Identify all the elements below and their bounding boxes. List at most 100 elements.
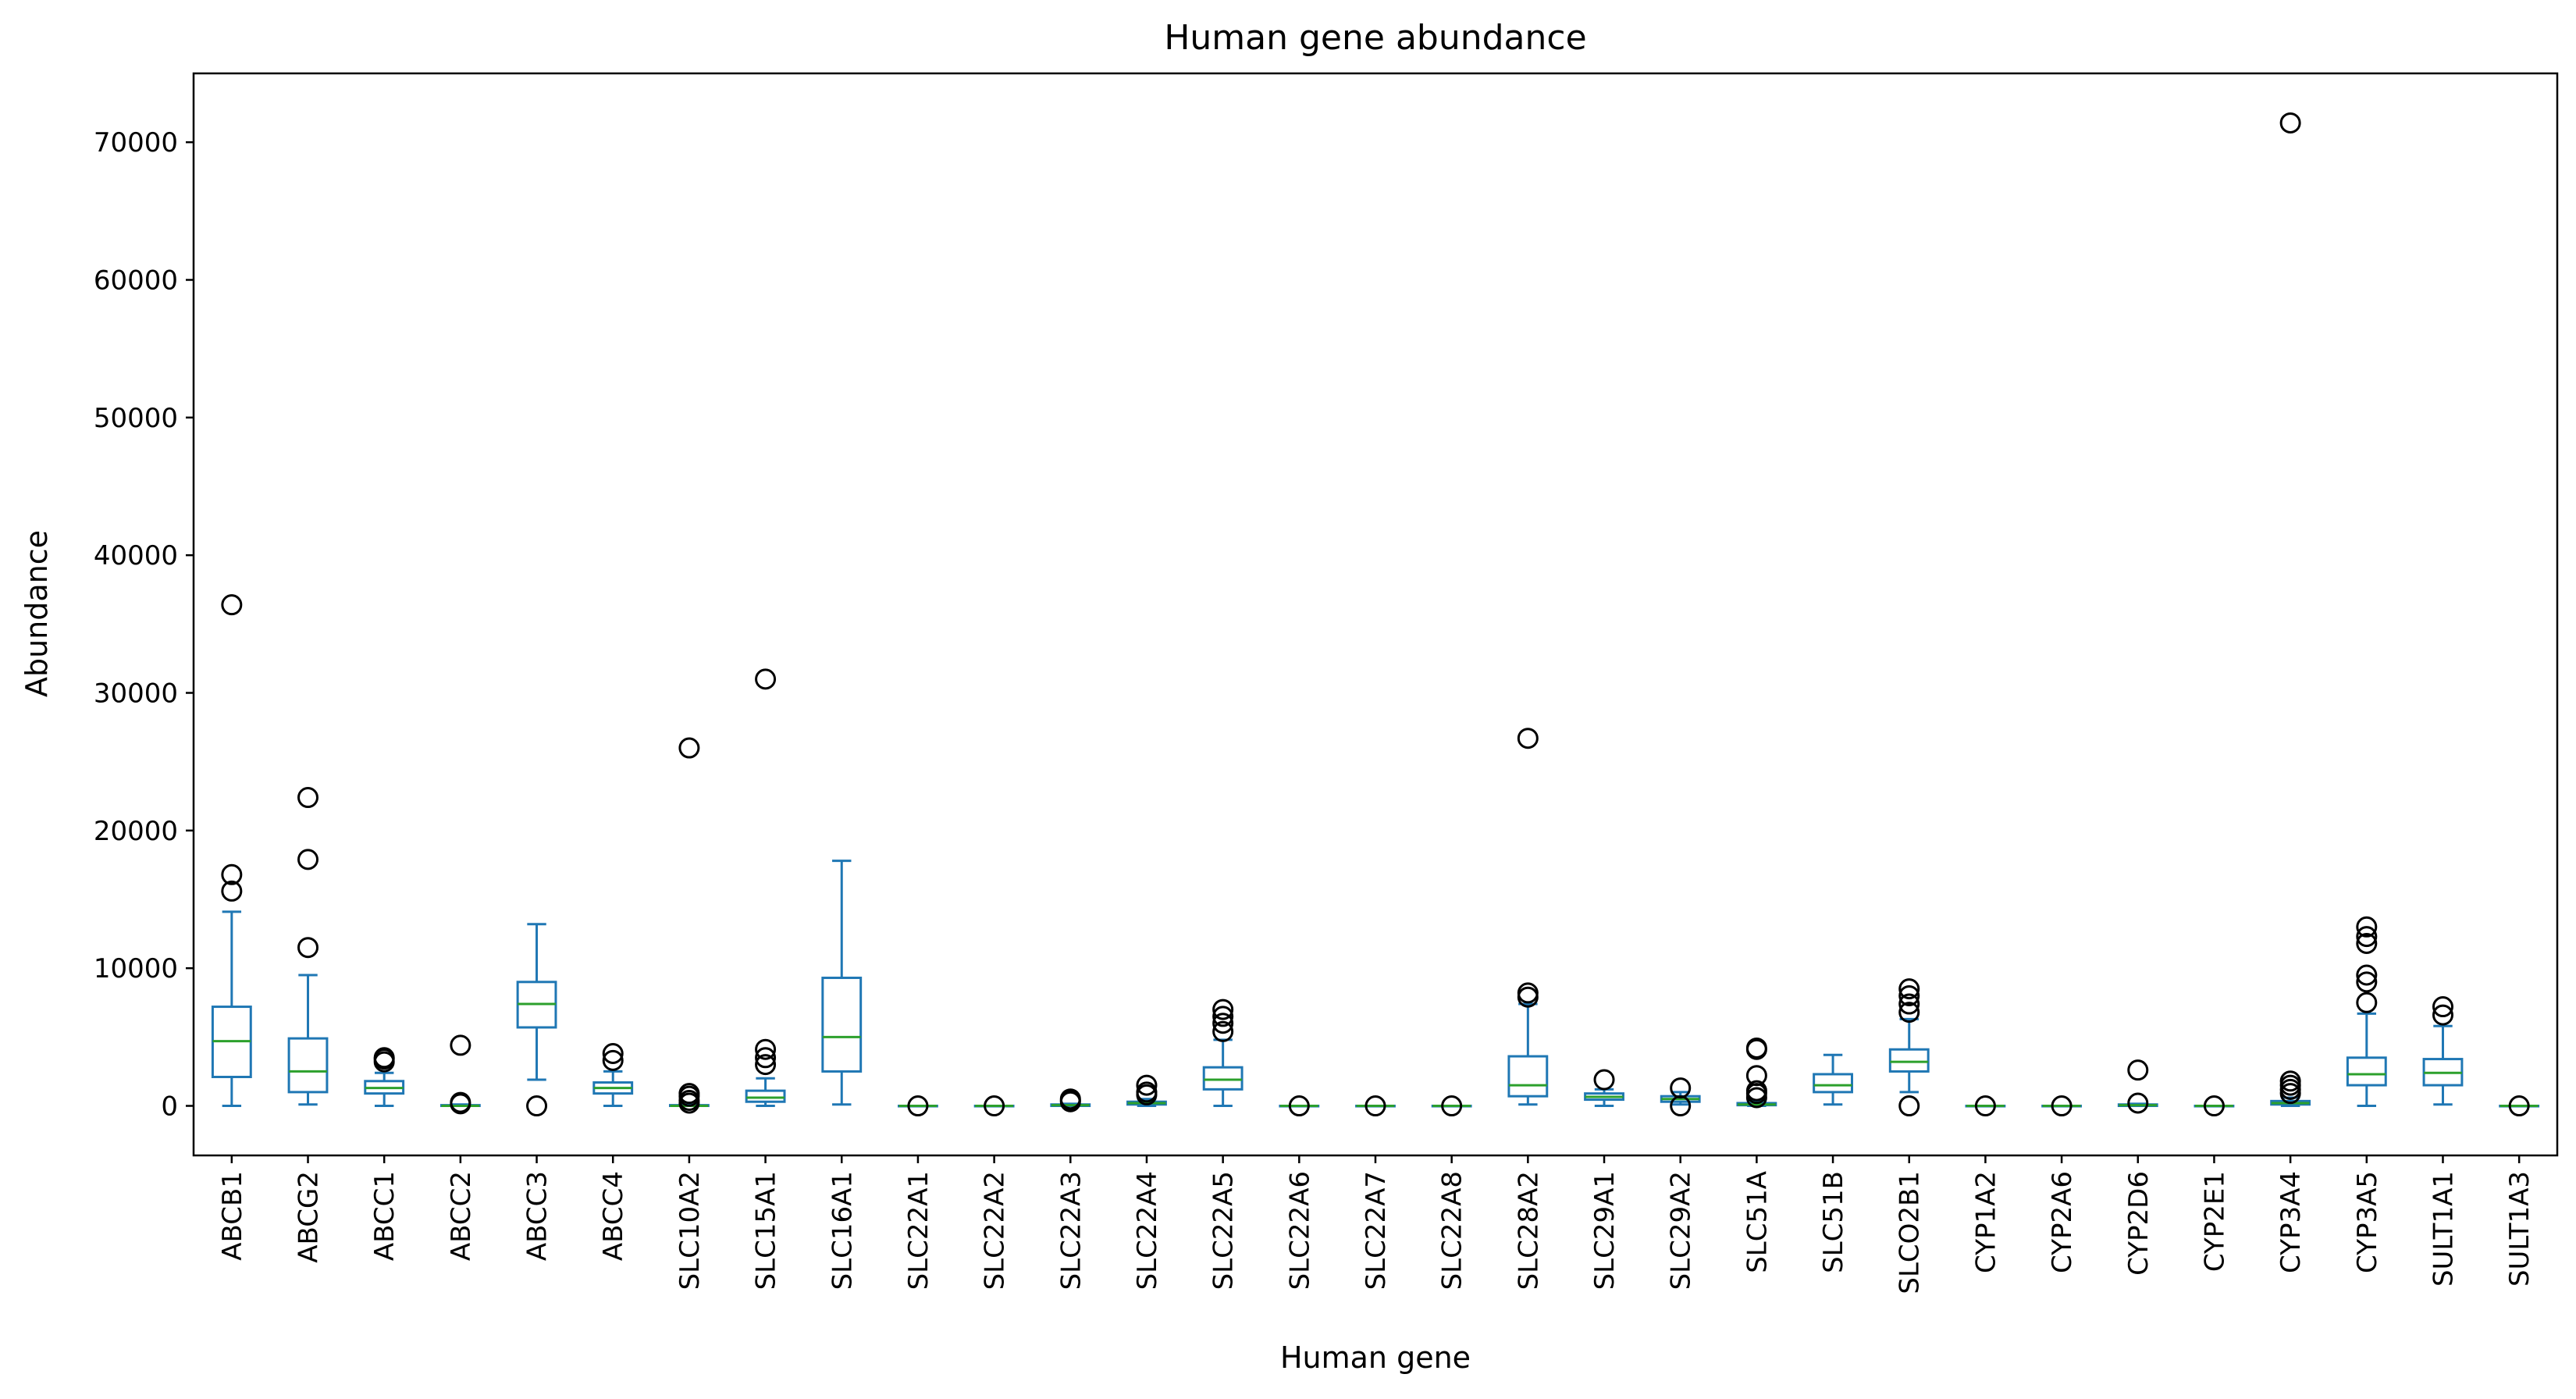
flier-point	[1212, 999, 1234, 1020]
flier-point	[526, 1095, 548, 1117]
box-iqr	[745, 1089, 786, 1103]
box-group-slc22a4	[1126, 1074, 1167, 1108]
box-group-abcg2	[287, 787, 329, 1106]
flier-point	[1745, 1065, 1767, 1087]
x-tick-label: ABCC3	[522, 1171, 553, 1261]
x-tick-label: SLC22A4	[1132, 1171, 1163, 1290]
flier-point	[2508, 1095, 2530, 1117]
box-group-sult1a3	[2499, 1095, 2540, 1117]
box-iqr	[821, 977, 863, 1073]
flier-point	[1898, 984, 1920, 1006]
box-group-abcb1	[211, 594, 252, 1108]
flier-point	[297, 787, 319, 809]
box-iqr	[1507, 1055, 1549, 1098]
flier-point	[2127, 1059, 2149, 1081]
flier-point	[1593, 1069, 1615, 1091]
flier-point	[755, 1047, 777, 1069]
box-group-cyp2d6	[2117, 1059, 2158, 1114]
flier-point	[1059, 1088, 1081, 1110]
flier-point	[1670, 1077, 1692, 1099]
x-tick-label: ABCC2	[446, 1171, 477, 1261]
box-iqr	[1202, 1066, 1244, 1091]
box-group-cyp2a6	[2041, 1095, 2083, 1117]
flier-point	[2051, 1095, 2073, 1117]
box-group-slc22a6	[1279, 1095, 1320, 1117]
x-tick-label: CYP3A4	[2275, 1171, 2307, 1273]
box-iqr	[2346, 1056, 2387, 1087]
box-group-slc22a1	[898, 1095, 938, 1117]
box-group-abcc1	[364, 1047, 405, 1108]
x-tick-label: SLC22A5	[1208, 1171, 1240, 1290]
x-tick-label: SLC51A	[1742, 1171, 1773, 1273]
x-tick-label: SLC29A1	[1589, 1171, 1621, 1290]
x-tick-label: CYP2E1	[2199, 1171, 2230, 1272]
y-tick-label: 70000	[94, 127, 178, 158]
flier-point	[2356, 916, 2378, 938]
box-iqr	[287, 1037, 329, 1094]
box-group-slc51a	[1736, 1037, 1777, 1109]
flier-point	[1212, 1006, 1234, 1027]
flier-point	[2356, 932, 2378, 954]
box-group-slc22a5	[1202, 999, 1244, 1108]
x-axis-label: Human gene	[1280, 1340, 1471, 1375]
flier-point	[755, 1038, 777, 1060]
x-tick-label: SLC22A7	[1361, 1171, 1392, 1290]
flier-point	[297, 849, 319, 870]
flier-point	[1441, 1095, 1463, 1117]
box-group-slc29a1	[1584, 1069, 1624, 1108]
flier-point	[450, 1034, 471, 1056]
x-tick-label: SLC22A6	[1284, 1171, 1315, 1290]
plot-area	[211, 112, 2540, 1117]
x-tick-label: SLC10A2	[674, 1171, 706, 1290]
box-group-cyp3a5	[2346, 916, 2387, 1108]
flier-point	[1974, 1095, 1996, 1117]
flier-point	[1898, 1095, 1920, 1117]
x-tick-label: SLC22A8	[1437, 1171, 1468, 1290]
x-tick-label: SLC51B	[1818, 1171, 1849, 1273]
flier-point	[2356, 971, 2378, 993]
flier-point	[678, 1083, 700, 1105]
flier-point	[1898, 993, 1920, 1015]
box-group-cyp2e1	[2194, 1095, 2235, 1117]
x-tick-label: SLCO2B1	[1895, 1171, 1926, 1294]
x-tick-label: SLC28A2	[1513, 1171, 1544, 1290]
y-tick-label: 40000	[94, 540, 178, 571]
flier-point	[1288, 1095, 1310, 1117]
box-iqr	[1888, 1048, 1930, 1073]
flier-point	[2203, 1095, 2225, 1117]
chart-title: Human gene abundance	[1164, 18, 1586, 58]
x-tick-label: SLC22A1	[903, 1171, 934, 1290]
x-tick-label: ABCC4	[598, 1171, 629, 1261]
flier-point	[221, 594, 243, 616]
x-tick-label: SLC22A3	[1055, 1171, 1087, 1290]
flier-point	[1364, 1095, 1386, 1117]
x-tick-label: ABCB1	[217, 1171, 248, 1261]
y-tick-label: 60000	[94, 265, 178, 297]
box-group-slc28a2	[1507, 728, 1549, 1106]
x-tick-label: CYP2D6	[2123, 1171, 2154, 1276]
flier-point	[2356, 991, 2378, 1013]
flier-point	[2432, 996, 2453, 1018]
y-tick-label: 50000	[94, 403, 178, 434]
flier-point	[755, 668, 777, 690]
y-axis-label: Abundance	[20, 530, 54, 697]
flier-point	[1136, 1074, 1158, 1096]
flier-point	[221, 880, 243, 902]
box-group-slc10a2	[668, 737, 710, 1114]
box-group-slc16a1	[821, 860, 863, 1106]
box-group-slc22a7	[1355, 1095, 1396, 1117]
flier-point	[1745, 1037, 1767, 1059]
box-iqr	[1813, 1073, 1853, 1094]
x-tick-label: SULT1A3	[2504, 1171, 2535, 1287]
flier-point	[2279, 112, 2301, 133]
box-group-slco2b1	[1888, 978, 1930, 1117]
flier-point	[678, 737, 700, 759]
flier-point	[1136, 1081, 1158, 1103]
flier-point	[907, 1095, 929, 1117]
y-tick-label: 30000	[94, 678, 178, 710]
flier-point	[1212, 1020, 1234, 1042]
flier-point	[2127, 1092, 2149, 1114]
flier-point	[2356, 926, 2378, 948]
